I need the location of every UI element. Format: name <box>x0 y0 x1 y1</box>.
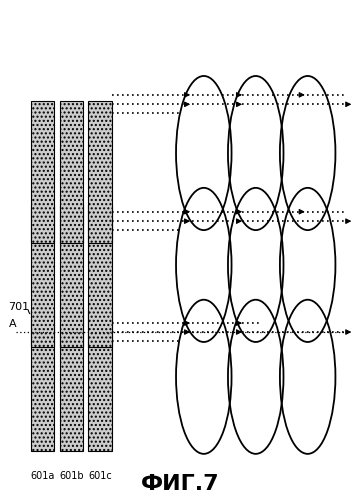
Bar <box>31 205 54 347</box>
Text: 601c: 601c <box>88 472 112 482</box>
Bar <box>60 101 83 242</box>
Bar <box>31 310 54 452</box>
Bar <box>88 101 112 242</box>
Text: 601a: 601a <box>30 472 55 482</box>
Text: ФИГ.7: ФИГ.7 <box>141 474 220 494</box>
Bar <box>88 205 112 347</box>
Text: 701: 701 <box>9 302 30 312</box>
Bar <box>60 310 83 452</box>
Text: A: A <box>9 318 16 328</box>
Bar <box>88 310 112 452</box>
Bar <box>31 101 54 242</box>
Text: 601b: 601b <box>59 472 83 482</box>
Bar <box>60 205 83 347</box>
